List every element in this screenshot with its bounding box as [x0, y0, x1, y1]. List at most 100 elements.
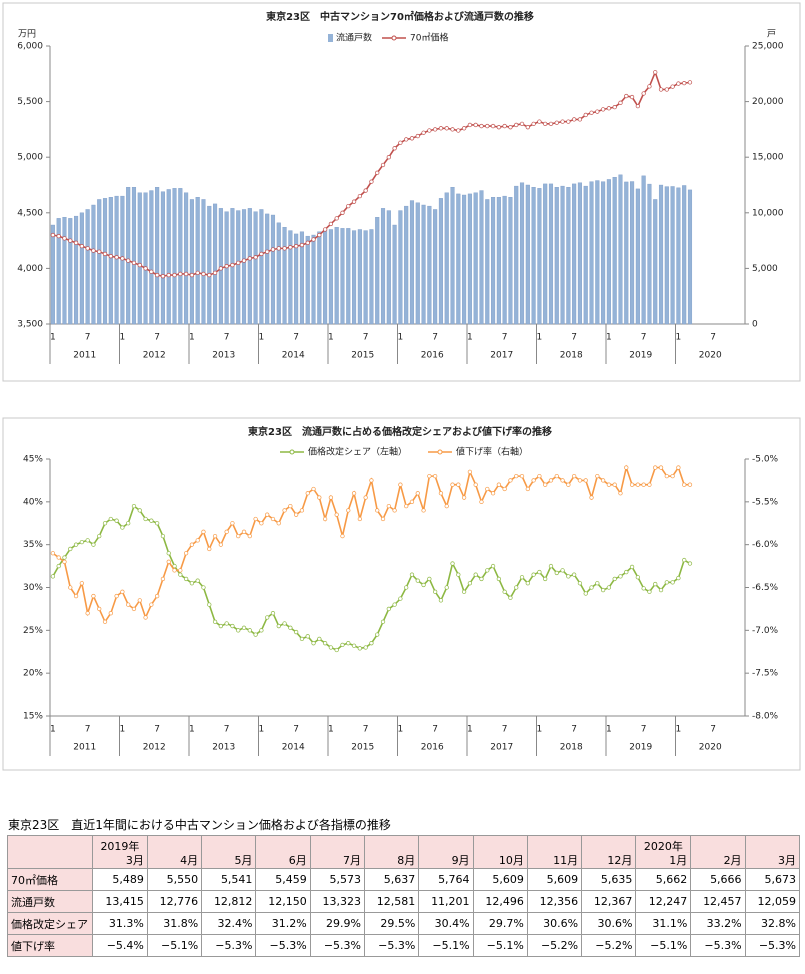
marker [241, 258, 247, 263]
marker [346, 641, 351, 646]
bar [253, 211, 258, 325]
bar [502, 195, 507, 325]
y-tick-label: -7.5% [752, 669, 779, 679]
marker [166, 551, 171, 556]
marker [305, 240, 310, 245]
bar [467, 193, 472, 325]
marker [108, 611, 113, 616]
table-cell: 31.3% [92, 912, 148, 935]
marker [606, 585, 612, 590]
table-cell: 13,415 [92, 890, 148, 913]
year-label: 2013 [212, 351, 235, 361]
bar [682, 185, 687, 325]
marker [131, 260, 137, 265]
marker [658, 465, 664, 470]
bar [282, 227, 287, 325]
marker [328, 221, 334, 227]
bar [473, 192, 478, 325]
marker [664, 580, 669, 585]
marker [288, 503, 293, 509]
bar [166, 189, 171, 325]
marker [577, 478, 583, 483]
marker [131, 503, 137, 509]
y-tick-label: -7.0% [752, 626, 779, 636]
bar [508, 197, 513, 325]
table-cell: 12,150 [255, 890, 311, 913]
bar [218, 208, 223, 325]
marker [595, 473, 600, 479]
bar [386, 210, 391, 325]
month-label: 10月 [498, 854, 524, 867]
marker [583, 112, 588, 118]
table-cell: −5.1% [635, 934, 692, 957]
bar [357, 229, 362, 325]
bar [548, 183, 554, 325]
marker [247, 628, 252, 633]
marker [50, 551, 56, 556]
marker [166, 559, 171, 564]
marker [444, 585, 449, 590]
marker [398, 140, 403, 145]
month-header: 2020年 1月 [635, 835, 692, 869]
x-tick-label: 7 [363, 725, 369, 735]
marker [149, 602, 154, 607]
x-tick-label: 1 [189, 725, 195, 735]
marker [236, 533, 241, 539]
marker [334, 647, 339, 653]
table-cell: 32.8% [744, 912, 801, 935]
marker [676, 465, 681, 470]
marker [363, 495, 368, 500]
marker [508, 595, 513, 600]
marker [647, 84, 652, 89]
bar [427, 205, 432, 325]
month-label: 2月 [723, 854, 742, 867]
month-label: 3月 [125, 854, 144, 867]
y-tick-label: 6,000 [17, 42, 43, 52]
x-tick-label: 7 [571, 333, 577, 343]
bar [496, 197, 501, 325]
marker [317, 495, 322, 500]
marker [404, 137, 409, 142]
y-tick-label: 25% [23, 626, 43, 636]
bar [143, 192, 148, 325]
row-label: 70㎡価格 [7, 868, 93, 891]
marker [392, 508, 397, 513]
marker [421, 130, 426, 135]
bar [79, 212, 84, 325]
bar [62, 217, 67, 325]
marker [218, 542, 224, 547]
x-tick-label: 7 [710, 333, 716, 343]
x-tick-label: 7 [571, 725, 577, 735]
marker [589, 495, 594, 500]
x-tick-label: 1 [328, 725, 334, 735]
year-label: 2018 [560, 743, 583, 753]
marker [566, 574, 571, 579]
marker [230, 623, 235, 629]
marker [288, 625, 293, 630]
marker [676, 81, 681, 86]
marker [624, 465, 629, 470]
marker [461, 126, 467, 131]
marker [357, 193, 363, 199]
marker [172, 272, 177, 278]
bar [664, 186, 669, 325]
marker [62, 559, 67, 564]
marker [589, 585, 594, 590]
y-tick-label: -8.0% [752, 712, 779, 722]
bar [601, 181, 606, 325]
legend-swatch [328, 34, 333, 42]
marker [386, 606, 391, 612]
bar [126, 187, 131, 325]
marker [91, 248, 96, 253]
marker [641, 482, 646, 487]
bar [369, 229, 374, 325]
y-tick-label: 0 [752, 320, 758, 330]
x-tick-label: 1 [606, 333, 612, 343]
marker [143, 516, 148, 522]
marker [421, 508, 426, 513]
bar [670, 186, 675, 325]
bar [259, 209, 264, 325]
marker [618, 100, 623, 105]
marker [282, 246, 287, 251]
x-tick-label: 1 [50, 725, 56, 735]
